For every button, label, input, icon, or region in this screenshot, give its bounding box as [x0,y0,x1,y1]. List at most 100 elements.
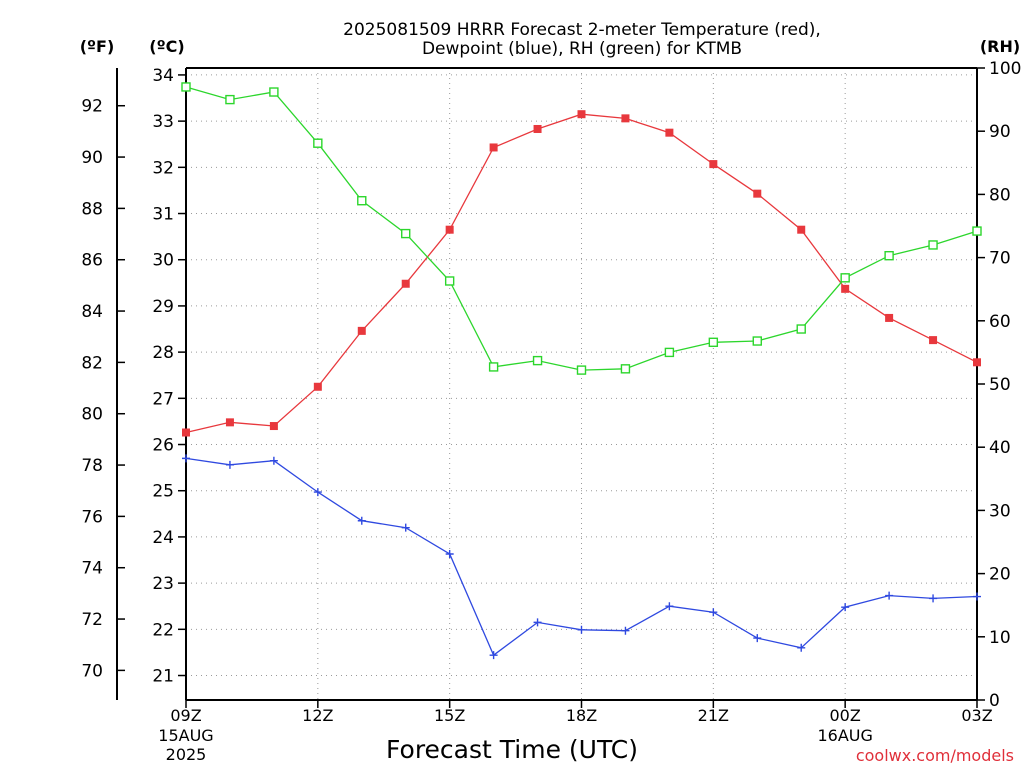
celsius-tick-label: 34 [152,66,174,86]
fahrenheit-tick-label: 74 [81,559,103,579]
temperature-point [709,160,718,169]
rh-point [972,226,982,236]
rh-tick-label: 20 [989,565,1011,585]
rh-point [576,365,587,375]
rh-point [181,82,191,92]
rh-point [225,94,235,105]
celsius-tick-label: 33 [152,112,174,132]
rh-tick-label: 100 [989,59,1021,79]
temperature-point [621,114,630,123]
fahrenheit-tick-label: 78 [81,456,103,476]
x-tick-year: 2025 [166,745,207,764]
dewpoint-point [313,488,322,497]
dewpoint-point [973,592,981,601]
fahrenheit-tick-label: 70 [81,661,103,681]
temperature-point [841,284,850,293]
chart-subtitle: Dewpoint (blue), RH (green) for KTMB [422,39,742,59]
dewpoint-point [709,608,718,617]
temperature-point [182,428,190,437]
celsius-tick-label: 29 [152,297,174,317]
grid-lines [186,68,977,700]
temperature-point [445,225,454,234]
celsius-tick-label: 27 [152,389,174,409]
x-tick-label: 03Z [961,706,992,725]
temperature-point [313,382,322,391]
axes: 21 22 23 24 25 26 27 28 29 30 31 32 33 34 70 72 74 76 78 80… [81,59,1021,764]
rh-tick-label: 80 [989,185,1011,205]
rh-unit-label: (RH) [980,37,1020,56]
rh-tick-label: 90 [989,122,1011,142]
x-tick-label: 12Z [302,706,333,725]
fahrenheit-unit-label: (ºF) [80,37,115,56]
celsius-tick-label: 22 [152,620,174,640]
dewpoint-point [797,643,806,652]
rh-point [708,337,719,347]
rh-point [488,362,499,372]
temperature-point [533,124,542,133]
temperature-point [665,128,674,137]
series-layer [181,82,982,660]
fahrenheit-tick-label: 92 [81,97,103,117]
dewpoint-point [885,591,894,600]
dewpoint-point [357,516,366,525]
temperature-point [929,336,938,345]
credit-label: coolwx.com/models [856,746,1014,765]
rh-tick-label: 60 [989,312,1011,332]
fahrenheit-tick-label: 76 [81,507,103,527]
rh-tick-label: 40 [989,438,1011,458]
fahrenheit-tick-label: 80 [81,405,103,425]
celsius-tick-label: 31 [152,205,174,225]
x-tick-label: 21Z [698,706,729,725]
dewpoint-point [533,618,542,627]
temperature-point [401,279,410,288]
rh-point [313,138,323,148]
temperature-point [797,225,806,234]
celsius-tick-label: 26 [152,436,174,456]
dewpoint-point [577,625,586,634]
chart-title: 2025081509 HRRR Forecast 2-meter Tempera… [343,20,821,40]
rh-point [444,276,455,286]
rh-point [796,324,806,334]
fahrenheit-tick-label: 84 [81,302,103,322]
x-tick-label: 15Z [434,706,465,725]
fahrenheit-tick-label: 88 [81,199,103,219]
dewpoint-point [621,626,630,635]
dewpoint-point [182,454,190,463]
dewpoint-point [929,594,938,603]
x-tick-date: 16AUG [817,726,872,745]
temperature-point [489,143,498,152]
rh-point [840,273,850,283]
rh-tick-label: 10 [989,628,1011,648]
rh-tick-label: 0 [989,691,1000,711]
fahrenheit-tick-label: 86 [81,251,103,271]
dewpoint-point [445,550,454,559]
rh-point [620,364,631,374]
dewpoint-point [753,634,762,643]
rh-point [401,228,411,239]
rh-tick-label: 50 [989,375,1011,395]
fahrenheit-tick-label: 72 [81,610,103,630]
temperature-point [753,189,762,198]
dewpoint-point [841,603,850,612]
temperature-point [225,418,234,427]
rh-point [532,355,543,366]
fahrenheit-tick-label: 90 [81,148,103,168]
temperature-point [269,422,278,431]
celsius-tick-label: 32 [152,158,174,178]
dewpoint-point [269,456,278,465]
x-tick-label: 09Z [170,706,201,725]
temperature-point [357,326,366,335]
dewpoint-point [489,651,498,660]
dewpoint-point [225,460,234,469]
rh-point [884,251,894,261]
rh-point [928,240,938,250]
celsius-tick-label: 30 [152,251,174,271]
rh-point [752,336,762,346]
celsius-unit-label: (ºC) [149,37,184,56]
rh-tick-label: 30 [989,501,1011,521]
temperature-point [577,110,586,119]
x-tick-date: 15AUG [158,726,213,745]
celsius-tick-label: 23 [152,574,174,594]
celsius-tick-label: 28 [152,343,174,363]
